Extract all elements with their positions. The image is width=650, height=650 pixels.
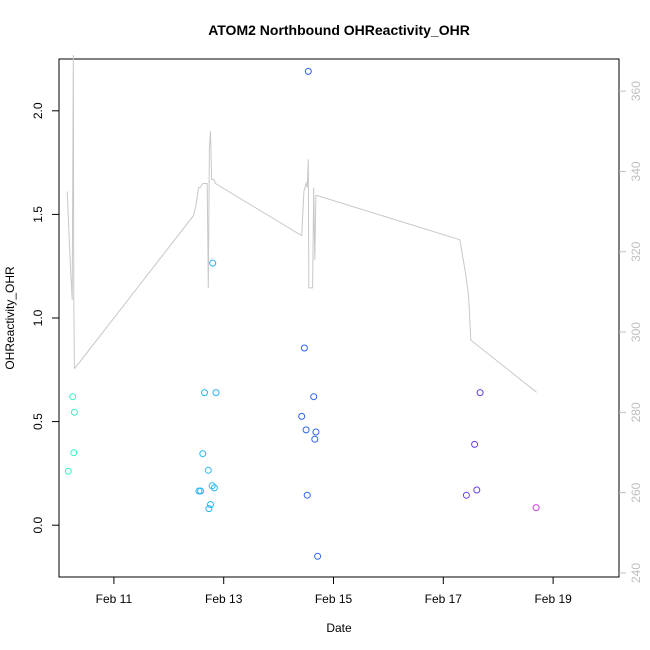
data-point — [64, 467, 72, 475]
data-point — [208, 482, 216, 490]
y2-tick-label: 300 — [629, 322, 643, 342]
x-tick-label: Feb 17 — [425, 592, 463, 606]
y-tick-label: 2.0 — [31, 102, 45, 119]
data-point — [210, 484, 218, 492]
y-tick-label: 0.0 — [31, 517, 45, 534]
y-axis-label: OHReactivity_OHR — [3, 266, 17, 370]
axes: Feb 11 Feb 13 Feb 15 Feb 17 Feb 19 0.0 0.5 1.0 1… — [31, 81, 643, 606]
y2-tick-label: 340 — [629, 161, 643, 181]
y2-tick-label: 260 — [629, 482, 643, 502]
data-point — [212, 389, 220, 397]
data-point — [311, 435, 319, 443]
data-point — [298, 412, 306, 420]
x-tick-label: Feb 11 — [96, 592, 133, 606]
x-tick-label: Feb 15 — [315, 592, 353, 606]
y2-tick-label: 320 — [629, 241, 643, 261]
plot-frame — [58, 58, 620, 578]
data-point — [197, 487, 205, 495]
y-tick-label: 0.5 — [31, 413, 45, 430]
data-point — [471, 440, 479, 448]
data-point — [532, 504, 540, 512]
data-point — [205, 505, 213, 513]
data-point — [304, 67, 312, 75]
x-tick-label: Feb 19 — [534, 592, 572, 606]
data-point — [314, 552, 322, 560]
line-series — [66, 54, 537, 393]
x-axis-label: Date — [326, 621, 352, 635]
y-tick-label: 1.0 — [31, 309, 45, 326]
data-point — [69, 393, 77, 401]
point-series — [64, 67, 540, 560]
data-point — [207, 501, 214, 508]
data-point — [310, 393, 318, 401]
data-point — [204, 466, 212, 474]
x-tick-label: Feb 13 — [205, 592, 243, 606]
y2-tick-label: 360 — [629, 81, 643, 101]
data-point — [312, 428, 320, 436]
y2-tick-label: 280 — [629, 402, 643, 422]
data-point — [473, 486, 481, 494]
y-tick-label: 1.5 — [31, 206, 45, 223]
data-point — [201, 389, 208, 397]
data-point — [476, 389, 484, 397]
data-point — [209, 259, 217, 267]
data-point — [302, 426, 310, 434]
data-point — [70, 449, 78, 457]
secondary-line — [66, 54, 537, 393]
y2-tick-label: 240 — [629, 563, 643, 583]
data-point — [70, 408, 78, 416]
data-point — [300, 344, 308, 352]
data-point — [462, 491, 470, 499]
data-point — [199, 450, 207, 458]
chart-title: ATOM2 Northbound OHReactivity_OHR — [208, 22, 470, 38]
data-point — [303, 491, 311, 499]
